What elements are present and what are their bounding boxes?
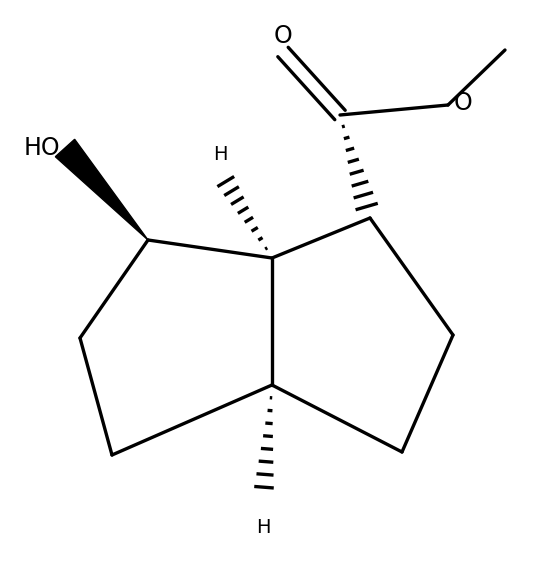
Text: HO: HO: [23, 136, 60, 160]
Text: O: O: [274, 24, 292, 48]
Polygon shape: [55, 139, 148, 240]
Text: H: H: [213, 145, 227, 164]
Text: H: H: [256, 518, 270, 537]
Text: O: O: [454, 91, 473, 115]
